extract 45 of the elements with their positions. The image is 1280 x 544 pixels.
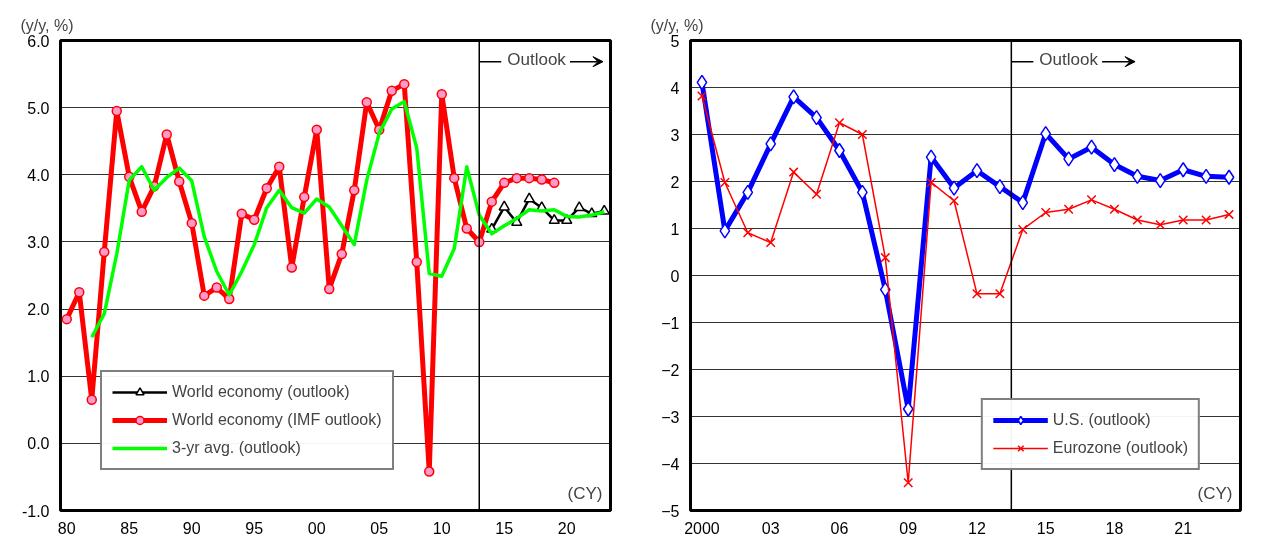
x-tick-label: 03 xyxy=(761,519,780,537)
y-tick-label: 4 xyxy=(670,79,680,97)
x-tick-label: 80 xyxy=(57,519,76,537)
x-tick-label: 12 xyxy=(968,519,986,537)
x-tick-label: 00 xyxy=(307,519,326,537)
y-tick-label: −4 xyxy=(661,455,680,473)
legend-label: World economy (IMF outlook) xyxy=(172,411,382,429)
y-tick-label: 4.0 xyxy=(27,166,50,184)
y-tick-label: 0.0 xyxy=(27,435,50,453)
y-axis-title: (y/y, %) xyxy=(20,16,74,34)
y-tick-label: 2 xyxy=(670,173,680,191)
y-tick-label: -1.0 xyxy=(21,502,50,520)
legend-label: World economy (outlook) xyxy=(172,383,350,401)
x-tick-label: 15 xyxy=(1036,519,1055,537)
y-tick-label: 2.0 xyxy=(27,301,50,319)
y-axis-title: (y/y, %) xyxy=(650,16,704,34)
y-tick-label: −3 xyxy=(661,408,680,426)
y-tick-label: 5.0 xyxy=(27,99,50,117)
legend-label: Eurozone (outlook) xyxy=(1052,439,1188,457)
x-tick-label: 85 xyxy=(120,519,139,537)
x-tick-label: 95 xyxy=(245,519,264,537)
y-tick-label: 0 xyxy=(670,267,680,285)
y-tick-label: −1 xyxy=(661,314,680,332)
x-tick-label: 09 xyxy=(899,519,918,537)
legend-label: U.S. (outlook) xyxy=(1052,411,1151,429)
x-tick-label: 90 xyxy=(182,519,201,537)
ref-line-label: Outlook xyxy=(1039,49,1099,69)
y-tick-label: −2 xyxy=(661,361,680,379)
x-tick-label: 18 xyxy=(1105,519,1124,537)
y-tick-label: 1.0 xyxy=(27,368,50,386)
y-tick-label: −5 xyxy=(661,502,680,520)
legend-label: 3-yr avg. (outlook) xyxy=(172,439,301,457)
y-tick-label: 3.0 xyxy=(27,233,50,251)
annotation: (CY) xyxy=(567,483,603,503)
x-tick-label: 2000 xyxy=(684,519,720,537)
y-tick-label: 1 xyxy=(670,220,680,238)
x-tick-label: 06 xyxy=(830,519,849,537)
y-tick-label: 3 xyxy=(670,126,680,144)
x-tick-label: 10 xyxy=(432,519,451,537)
x-tick-label: 20 xyxy=(557,519,576,537)
x-tick-label: 15 xyxy=(495,519,514,537)
x-tick-label: 05 xyxy=(370,519,389,537)
annotation: (CY) xyxy=(1197,483,1233,503)
x-tick-label: 21 xyxy=(1174,519,1193,537)
ref-line-label: Outlook xyxy=(507,49,567,69)
